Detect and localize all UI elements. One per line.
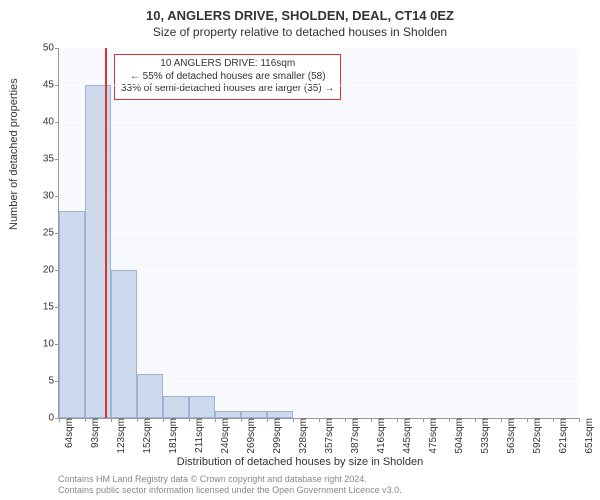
histogram-bar (241, 411, 267, 418)
attribution: Contains HM Land Registry data © Crown c… (58, 474, 402, 496)
histogram-bar (59, 211, 85, 418)
histogram-bar (111, 270, 137, 418)
x-tick-mark (137, 418, 138, 422)
x-tick-mark (267, 418, 268, 422)
y-tick-mark (55, 122, 59, 123)
grid-line (59, 159, 579, 160)
x-tick-mark (475, 418, 476, 422)
y-axis-label: Number of detached properties (8, 78, 20, 230)
x-tick-label: 651sqm (582, 418, 595, 454)
plot-area: 10 ANGLERS DRIVE: 116sqm ← 55% of detach… (58, 48, 579, 419)
chart-container: 10, ANGLERS DRIVE, SHOLDEN, DEAL, CT14 0… (0, 0, 600, 500)
x-tick-mark (423, 418, 424, 422)
histogram-bar (137, 374, 163, 418)
grid-line (59, 307, 579, 308)
annotation-box: 10 ANGLERS DRIVE: 116sqm ← 55% of detach… (114, 54, 341, 100)
x-tick-label: 563sqm (504, 418, 517, 454)
histogram-bar (85, 85, 111, 418)
grid-line (59, 344, 579, 345)
grid-line (59, 85, 579, 86)
x-tick-label: 621sqm (556, 418, 569, 454)
attribution-line2: Contains public sector information licen… (58, 485, 402, 496)
x-tick-label: 299sqm (270, 418, 283, 454)
annotation-line1: 10 ANGLERS DRIVE: 116sqm (121, 58, 334, 71)
x-tick-mark (215, 418, 216, 422)
attribution-line1: Contains HM Land Registry data © Crown c… (58, 474, 402, 485)
x-tick-mark (319, 418, 320, 422)
x-tick-mark (189, 418, 190, 422)
x-tick-label: 357sqm (322, 418, 335, 454)
title-main: 10, ANGLERS DRIVE, SHOLDEN, DEAL, CT14 0… (0, 0, 600, 23)
title-sub: Size of property relative to detached ho… (0, 23, 600, 39)
x-tick-label: 269sqm (244, 418, 257, 454)
x-tick-mark (579, 418, 580, 422)
grid-line (59, 122, 579, 123)
x-tick-label: 387sqm (348, 418, 361, 454)
x-tick-label: 328sqm (296, 418, 309, 454)
y-tick-mark (55, 159, 59, 160)
x-tick-label: 181sqm (166, 418, 179, 454)
x-tick-label: 93sqm (88, 418, 101, 448)
x-tick-mark (371, 418, 372, 422)
x-tick-mark (449, 418, 450, 422)
y-tick-mark (55, 48, 59, 49)
histogram-bar (215, 411, 241, 418)
histogram-bar (189, 396, 215, 418)
marker-line (105, 48, 107, 418)
histogram-bar (163, 396, 189, 418)
x-tick-mark (59, 418, 60, 422)
x-tick-label: 445sqm (400, 418, 413, 454)
x-tick-label: 64sqm (62, 418, 75, 448)
x-tick-mark (345, 418, 346, 422)
grid-line (59, 270, 579, 271)
x-tick-mark (501, 418, 502, 422)
x-tick-mark (293, 418, 294, 422)
grid-line (59, 233, 579, 234)
x-tick-label: 240sqm (218, 418, 231, 454)
x-tick-label: 475sqm (426, 418, 439, 454)
x-tick-mark (397, 418, 398, 422)
x-tick-label: 152sqm (140, 418, 153, 454)
x-tick-mark (527, 418, 528, 422)
y-tick-mark (55, 196, 59, 197)
x-axis-label: Distribution of detached houses by size … (0, 456, 600, 468)
x-tick-mark (85, 418, 86, 422)
grid-line (59, 196, 579, 197)
x-tick-label: 416sqm (374, 418, 387, 454)
x-tick-label: 211sqm (192, 418, 205, 453)
x-tick-label: 533sqm (478, 418, 491, 454)
x-tick-mark (163, 418, 164, 422)
annotation-line2: ← 55% of detached houses are smaller (58… (121, 71, 334, 84)
x-tick-label: 123sqm (114, 418, 127, 454)
y-tick-mark (55, 85, 59, 86)
histogram-bar (267, 411, 293, 418)
x-tick-mark (553, 418, 554, 422)
x-tick-mark (241, 418, 242, 422)
x-tick-label: 504sqm (452, 418, 465, 454)
x-tick-label: 592sqm (530, 418, 543, 454)
grid-line (59, 48, 579, 49)
x-tick-mark (111, 418, 112, 422)
